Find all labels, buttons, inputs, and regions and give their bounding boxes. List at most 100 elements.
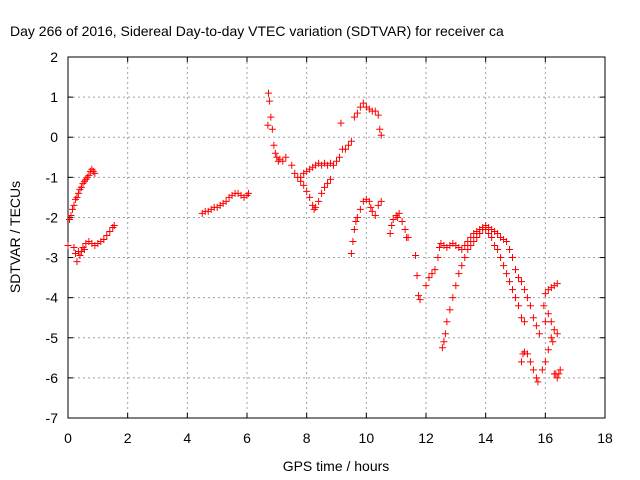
data-point: [349, 238, 357, 246]
data-point: [318, 189, 326, 197]
data-point: [540, 302, 548, 310]
data-point: [74, 189, 82, 197]
data-point: [422, 282, 430, 290]
data-point: [544, 346, 552, 354]
data-point: [553, 330, 561, 338]
data-point: [517, 358, 525, 366]
data-point: [341, 145, 349, 153]
data-point: [374, 201, 382, 209]
data-point: [327, 175, 335, 183]
data-point: [353, 109, 361, 117]
data-point: [270, 141, 278, 149]
data-point: [65, 215, 73, 223]
data-point: [264, 121, 272, 129]
data-point: [529, 366, 537, 374]
data-point: [476, 229, 484, 237]
data-point: [526, 302, 534, 310]
data-point: [547, 318, 555, 326]
data-point: [300, 181, 308, 189]
data-point: [470, 238, 478, 246]
data-point: [520, 318, 528, 326]
data-point: [443, 318, 451, 326]
data-point: [538, 366, 546, 374]
data-point: [333, 157, 340, 165]
data-point: [441, 330, 449, 338]
data-point: [377, 197, 385, 205]
data-point: [288, 161, 296, 169]
data-point: [517, 314, 525, 322]
x-tick-label: 10: [359, 430, 375, 446]
data-point: [550, 326, 558, 334]
data-point: [500, 262, 508, 270]
data-point: [100, 236, 108, 244]
data-point: [337, 119, 345, 127]
data-point: [509, 254, 517, 262]
data-point: [353, 213, 361, 221]
data-point: [85, 171, 93, 179]
data-point: [394, 213, 402, 221]
data-point: [386, 229, 394, 237]
data-point: [110, 221, 118, 229]
data-point: [523, 294, 531, 302]
data-point: [374, 111, 382, 119]
data-point: [367, 203, 375, 211]
data-point: [438, 344, 446, 352]
y-tick-label: -7: [46, 410, 59, 426]
data-point: [458, 262, 466, 270]
data-point: [371, 211, 379, 219]
data-point: [264, 89, 272, 97]
x-tick-label: 8: [303, 430, 311, 446]
data-point: [506, 246, 514, 254]
data-point: [77, 183, 85, 191]
data-point: [532, 322, 540, 330]
data-point: [497, 254, 505, 262]
data-point: [347, 137, 355, 145]
data-point: [268, 125, 276, 133]
data-point: [356, 103, 364, 111]
data-point: [356, 205, 364, 213]
data-point: [344, 141, 352, 149]
data-point: [324, 179, 332, 187]
plot-frame: [67, 56, 606, 419]
data-point: [494, 229, 502, 237]
x-axis-label: GPS time / hours: [283, 458, 390, 474]
data-point: [449, 294, 457, 302]
data-point: [416, 296, 424, 304]
data-point: [541, 318, 549, 326]
data-point: [435, 244, 443, 252]
data-point: [544, 310, 552, 318]
data-point: [461, 254, 469, 262]
data-point: [415, 292, 423, 300]
data-point: [517, 278, 525, 286]
data-point: [321, 183, 329, 191]
chart-title: Day 266 of 2016, Sidereal Day-to-day VTE…: [10, 23, 504, 39]
y-tick-label: 2: [50, 49, 58, 65]
data-point: [494, 246, 502, 254]
y-tick-label: -1: [46, 169, 59, 185]
data-point: [434, 254, 442, 262]
data-point: [553, 374, 561, 382]
data-point: [297, 177, 305, 185]
data-point: [70, 244, 78, 252]
data-point: [401, 225, 409, 233]
data-point: [412, 252, 420, 260]
data-point: [520, 286, 528, 294]
data-point: [509, 286, 517, 294]
data-point: [312, 203, 320, 211]
data-point: [491, 242, 499, 250]
data-point: [306, 193, 314, 201]
x-tick-label: 4: [183, 430, 191, 446]
data-point: [388, 221, 396, 229]
data-point: [488, 234, 496, 241]
data-point: [103, 231, 111, 239]
data-point: [553, 280, 561, 288]
data-point: [347, 250, 355, 258]
data-point: [532, 374, 540, 382]
data-point: [73, 193, 81, 201]
data-point: [267, 113, 275, 121]
data-point: [371, 107, 379, 115]
data-point: [315, 197, 323, 205]
x-tick-label: 12: [418, 430, 434, 446]
data-point: [330, 161, 338, 169]
